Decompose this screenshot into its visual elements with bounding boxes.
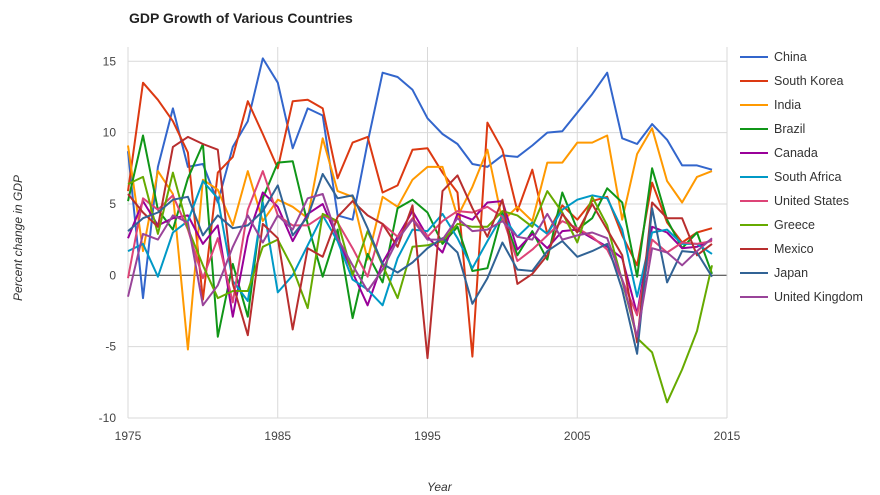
legend-swatch	[740, 272, 768, 274]
legend-label: China	[774, 50, 807, 64]
series-line-china	[127, 57, 713, 300]
legend-label: Canada	[774, 146, 818, 160]
legend-item-japan: Japan	[740, 265, 808, 281]
x-tick-label: 2005	[564, 429, 591, 443]
series-line-united-kingdom	[127, 193, 713, 338]
series-line-mexico	[127, 135, 713, 360]
legend-swatch	[740, 296, 768, 298]
series-line-india	[127, 127, 713, 351]
x-axis-ticks: 1975 1985 1995 2005 2015	[115, 429, 741, 443]
legend-swatch	[740, 248, 768, 250]
legend-swatch	[740, 200, 768, 202]
y-tick-label: 0	[109, 268, 116, 282]
y-axis-ticks: -10 -5 0 5 10 15	[99, 54, 117, 425]
series-line-japan	[127, 173, 713, 355]
legend-label: United Kingdom	[774, 290, 863, 304]
chart-title: GDP Growth of Various Countries	[129, 10, 353, 26]
x-tick-label: 2015	[714, 429, 741, 443]
x-tick-label: 1995	[414, 429, 441, 443]
legend-item-china: China	[740, 49, 807, 65]
legend-item-brazil: Brazil	[740, 121, 805, 137]
grid-lines	[127, 47, 728, 419]
series-lines	[127, 57, 713, 404]
legend-swatch	[740, 152, 768, 154]
legend-item-canada: Canada	[740, 145, 818, 161]
legend-label: Mexico	[774, 242, 814, 256]
y-tick-label: -5	[105, 340, 116, 354]
legend-swatch	[740, 56, 768, 58]
legend-swatch	[740, 80, 768, 82]
legend-item-india: India	[740, 97, 801, 113]
x-axis-title: Year	[427, 480, 452, 494]
legend-item-south-africa: South Africa	[740, 169, 841, 185]
y-tick-label: 10	[103, 126, 117, 140]
legend-swatch	[740, 128, 768, 130]
x-tick-label: 1975	[115, 429, 142, 443]
legend-item-mexico: Mexico	[740, 241, 814, 257]
legend-label: Greece	[774, 218, 815, 232]
legend-item-south-korea: South Korea	[740, 73, 844, 89]
legend-label: United States	[774, 194, 850, 208]
legend-label: South Korea	[774, 74, 844, 88]
series-line-greece	[127, 171, 713, 404]
legend-label: South Africa	[774, 170, 842, 184]
y-tick-label: 15	[103, 54, 117, 68]
y-tick-label: 5	[109, 197, 116, 211]
legend-label: Brazil	[774, 122, 806, 136]
legend-swatch	[740, 104, 768, 106]
x-tick-label: 1985	[264, 429, 291, 443]
legend-item-united-kingdom: United Kingdom	[740, 289, 863, 305]
series-line-brazil	[127, 134, 713, 338]
legend-label: India	[774, 98, 802, 112]
legend-label: Japan	[774, 266, 809, 280]
legend-item-united-states: United States	[740, 193, 849, 209]
y-tick-label: -10	[99, 411, 117, 425]
legend-swatch	[740, 224, 768, 226]
legend-swatch	[740, 176, 768, 178]
legend-item-greece: Greece	[740, 217, 815, 233]
